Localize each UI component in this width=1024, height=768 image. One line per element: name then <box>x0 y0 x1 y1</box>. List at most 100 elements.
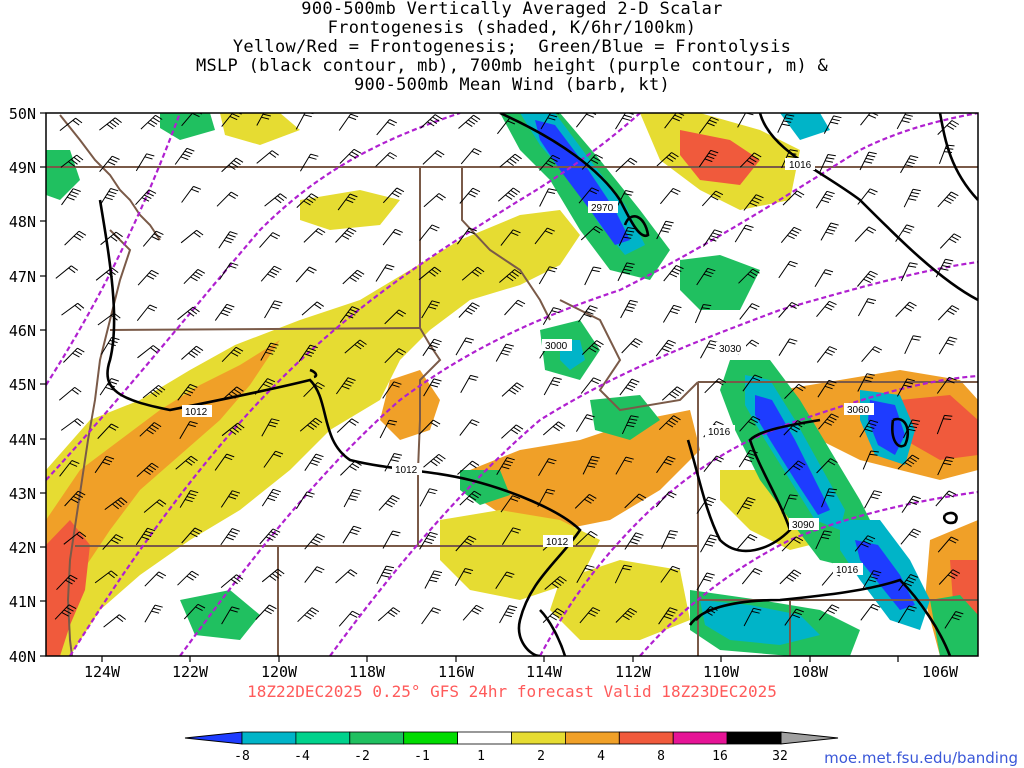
wind-barb <box>221 157 244 173</box>
wind-barb <box>661 530 678 549</box>
wind-barb <box>497 187 521 202</box>
wind-barb <box>816 346 838 363</box>
wind-barb <box>295 491 315 510</box>
wind-barb <box>703 455 724 473</box>
svg-text:1012: 1012 <box>185 407 208 418</box>
lon-label: 114W <box>526 663 563 681</box>
wind-barb <box>261 488 281 507</box>
wind-barb <box>582 455 600 475</box>
wind-barb <box>658 607 678 625</box>
wind-barb <box>100 231 123 246</box>
title-line-5: 900-500mb Mean Wind (barb, kt) <box>353 75 671 95</box>
svg-text:3060: 3060 <box>847 405 870 416</box>
wind-barb <box>343 488 362 508</box>
wind-barb <box>660 565 681 583</box>
colorbar-label: 4 <box>597 749 605 764</box>
svg-text:3090: 3090 <box>792 520 815 531</box>
wind-barb <box>218 231 238 249</box>
wind-barb <box>179 490 199 508</box>
wind-barb <box>903 188 921 208</box>
wind-barb <box>339 306 360 323</box>
mslp-label: 1012 <box>392 463 422 476</box>
wind-barb <box>142 384 166 399</box>
wind-barb <box>781 536 804 552</box>
wind-barb <box>221 422 245 437</box>
svg-text:1012: 1012 <box>395 465 418 476</box>
wind-barb <box>900 155 919 174</box>
wind-barb <box>499 605 518 624</box>
title-line-3: Yellow/Red = Frontogenesis; Green/Blue =… <box>232 37 792 57</box>
wind-barb <box>939 233 962 249</box>
wind-barb <box>663 265 684 282</box>
wind-barb <box>859 151 877 171</box>
wind-barb <box>581 340 604 355</box>
lat-label: 44N <box>9 431 36 449</box>
latitude-axis: 50N 49N 48N 47N 46N 45N 44N 43N 42N 41N … <box>9 105 46 666</box>
wind-barb <box>64 230 87 246</box>
lon-label: 122W <box>172 663 209 681</box>
wind-barb <box>97 312 121 326</box>
wind-barb <box>656 152 679 167</box>
wind-barb <box>816 458 838 474</box>
source-credit: moe.met.fsu.edu/banding <box>824 749 1018 767</box>
height-label: 3000 <box>542 339 572 352</box>
wind-barb <box>99 155 120 173</box>
colorbar-label: 8 <box>657 749 665 764</box>
wind-barb <box>821 488 837 508</box>
wind-barb <box>819 154 836 173</box>
wind-barb <box>779 569 802 585</box>
wind-barb <box>299 417 323 432</box>
wind-barb <box>340 460 362 476</box>
wind-barb <box>904 335 922 355</box>
wind-barb <box>261 568 285 583</box>
wind-barb <box>181 527 203 544</box>
wind-barb <box>304 533 326 550</box>
wind-barb <box>937 120 960 135</box>
wind-barb <box>61 302 85 316</box>
lon-label: 112W <box>615 663 652 681</box>
lon-label: 120W <box>261 663 298 681</box>
wind-barb <box>661 386 685 401</box>
colorbar-cell <box>457 731 512 745</box>
wind-barb <box>700 534 719 553</box>
wind-barb <box>342 525 362 544</box>
wind-barb <box>255 604 277 620</box>
wind-barb <box>99 117 122 131</box>
wind-barb <box>700 340 719 359</box>
wind-barb <box>220 490 241 508</box>
wind-barb <box>95 267 119 281</box>
wind-barb <box>183 603 206 620</box>
lon-label: 118W <box>349 663 386 681</box>
wind-barb <box>135 189 157 206</box>
wind-barb <box>501 424 524 439</box>
colorbar-cell <box>672 731 728 745</box>
wind-barb <box>144 604 163 623</box>
wind-barb <box>60 418 84 431</box>
wind-barb <box>379 419 398 439</box>
wind-barb <box>896 113 915 130</box>
wind-barb <box>862 450 879 470</box>
wind-barb <box>935 258 954 278</box>
wind-barb <box>54 604 77 620</box>
wind-barb <box>220 574 244 588</box>
wind-barb <box>574 493 597 509</box>
colorbar-cell <box>349 731 405 745</box>
wind-barb <box>857 270 878 287</box>
svg-text:1016: 1016 <box>836 565 859 576</box>
wind-barb <box>655 491 677 508</box>
wind-barb <box>342 269 365 285</box>
wind-barb <box>461 266 485 281</box>
wind-barb <box>696 267 716 286</box>
wind-barb <box>624 532 644 550</box>
wind-barb <box>938 144 955 164</box>
wind-barb <box>736 533 758 550</box>
wind-barb <box>857 188 878 205</box>
wind-barb <box>64 490 86 507</box>
wind-barb <box>299 153 319 172</box>
wind-barb <box>698 149 719 168</box>
height-label: 3090 <box>789 518 819 531</box>
wind-barb <box>458 302 480 318</box>
wind-barb <box>655 339 676 357</box>
wind-barb <box>897 605 917 624</box>
svg-text:2970: 2970 <box>591 203 614 214</box>
